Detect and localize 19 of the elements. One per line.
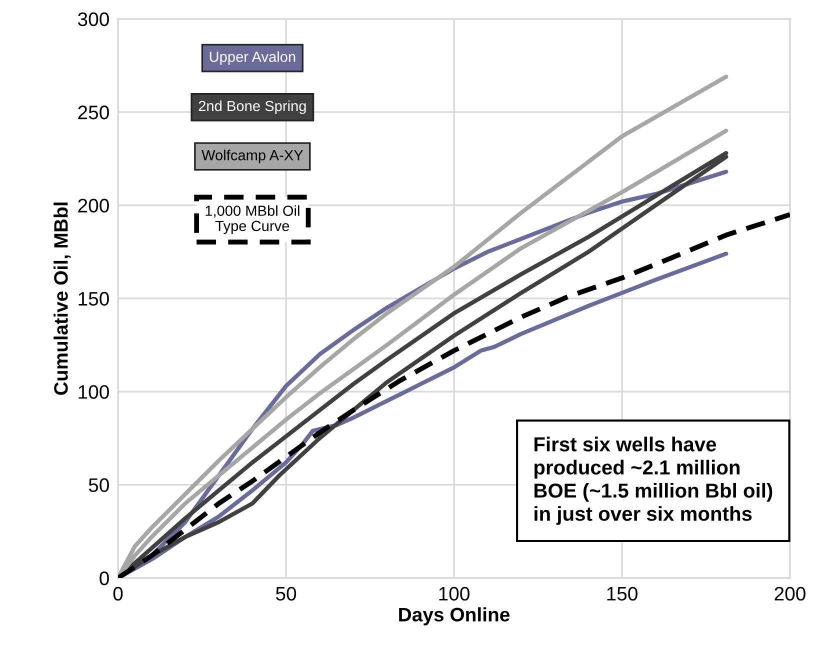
y-tick-label: 0: [100, 571, 109, 586]
y-tick-label: 300: [78, 12, 109, 26]
text: 1,000 MBbl Oil Type Curve: [206, 205, 300, 234]
x-tick-label: 150: [607, 586, 638, 601]
x-tick-label: 50: [276, 586, 296, 601]
text: Wolfcamp A-XY: [202, 150, 304, 164]
x-tick-label: 100: [439, 586, 470, 601]
text: Upper Avalon: [210, 51, 296, 65]
x-axis-title: Days Online: [399, 607, 510, 626]
text: 2nd Bone Spring: [198, 100, 306, 114]
y-tick-label: 250: [78, 106, 109, 120]
y-tick-label: 100: [78, 385, 109, 399]
y-tick-label: 200: [78, 198, 109, 213]
y-tick-label: 50: [88, 478, 109, 492]
y-axis-title: Cumulative Oil, MBbl: [54, 202, 71, 395]
y-tick-label: 150: [78, 292, 109, 306]
x-tick-label: 0: [113, 586, 123, 601]
annotation: First six wells have produced ~2.1 million BOE (~1.5 million Bbl oil) in just over six months: [534, 436, 772, 525]
x-tick-label: 200: [774, 586, 806, 601]
